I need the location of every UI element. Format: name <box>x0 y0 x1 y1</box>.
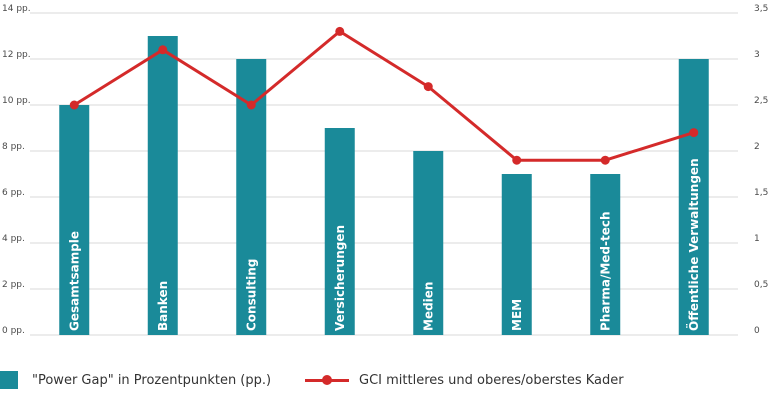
left-tick-label: 6 pp. <box>2 188 25 198</box>
left-tick-label: 14 pp. <box>2 4 31 14</box>
right-tick-label: 0 <box>754 326 760 336</box>
right-tick-label: 2,5 <box>754 96 768 106</box>
legend-swatch-line <box>305 371 349 389</box>
line-point <box>158 45 168 55</box>
bar <box>590 174 621 335</box>
category-label: Banken <box>156 281 170 331</box>
category-label: MEM <box>510 299 524 331</box>
bar <box>678 59 709 335</box>
legend-label-power-gap: "Power Gap" in Prozentpunkten (pp.) <box>32 372 272 388</box>
bar <box>59 105 90 335</box>
bar <box>501 174 532 335</box>
line-point <box>600 155 610 165</box>
right-tick-label: 1 <box>754 234 760 244</box>
line-point <box>512 155 522 165</box>
left-axis-ticks: 0 pp. 2 pp. 4 pp. 6 pp. 8 pp. 10 pp. 12 pp. 14 … <box>2 4 31 336</box>
right-axis-ticks: 0 0,5 1 1,5 2 2,5 3 3,5 <box>754 4 768 336</box>
legend: "Power Gap" in Prozentpunkten (pp.) GCI … <box>0 371 768 395</box>
category-labels: Gesamtsample Banken Consulting Versicherung… <box>67 158 701 331</box>
chart-area: 0 pp. 2 pp. 4 pp. 6 pp. 8 pp. 10 pp. 12 pp. 14 … <box>2 4 768 336</box>
line-series <box>69 26 699 165</box>
series-line <box>73 29 695 162</box>
legend-item-gci: GCI mittleres und oberes/oberstes Kader <box>305 371 624 389</box>
bar <box>147 36 178 335</box>
legend-label-gci: GCI mittleres und oberes/oberstes Kader <box>359 372 624 388</box>
legend-item-power-gap: "Power Gap" in Prozentpunkten (pp.) <box>0 371 271 389</box>
line-point <box>423 82 433 92</box>
line-point <box>689 128 699 138</box>
line-point <box>246 100 256 110</box>
left-tick-label: 2 pp. <box>2 280 25 290</box>
category-label: Versicherungen <box>333 225 347 331</box>
line-point <box>69 100 79 110</box>
bar <box>324 128 355 335</box>
gridlines <box>30 12 738 336</box>
left-tick-label: 10 pp. <box>2 96 31 106</box>
right-tick-label: 3,5 <box>754 4 768 14</box>
right-tick-label: 1,5 <box>754 188 768 198</box>
left-tick-label: 0 pp. <box>2 326 25 336</box>
bar-series <box>59 36 709 335</box>
left-tick-label: 8 pp. <box>2 142 25 152</box>
bar <box>413 151 444 335</box>
category-label: Öffentliche Verwaltungen <box>686 158 701 331</box>
category-label: Pharma/Med-tech <box>598 211 612 331</box>
line-point <box>335 26 345 36</box>
category-label: Consulting <box>244 259 258 331</box>
legend-swatch-bar <box>0 371 18 389</box>
right-tick-label: 2 <box>754 142 760 152</box>
left-tick-label: 4 pp. <box>2 234 25 244</box>
category-label: Medien <box>421 282 435 331</box>
right-tick-label: 3 <box>754 50 760 60</box>
right-tick-label: 0,5 <box>754 280 768 290</box>
left-tick-label: 12 pp. <box>2 50 31 60</box>
category-label: Gesamtsample <box>67 231 81 331</box>
